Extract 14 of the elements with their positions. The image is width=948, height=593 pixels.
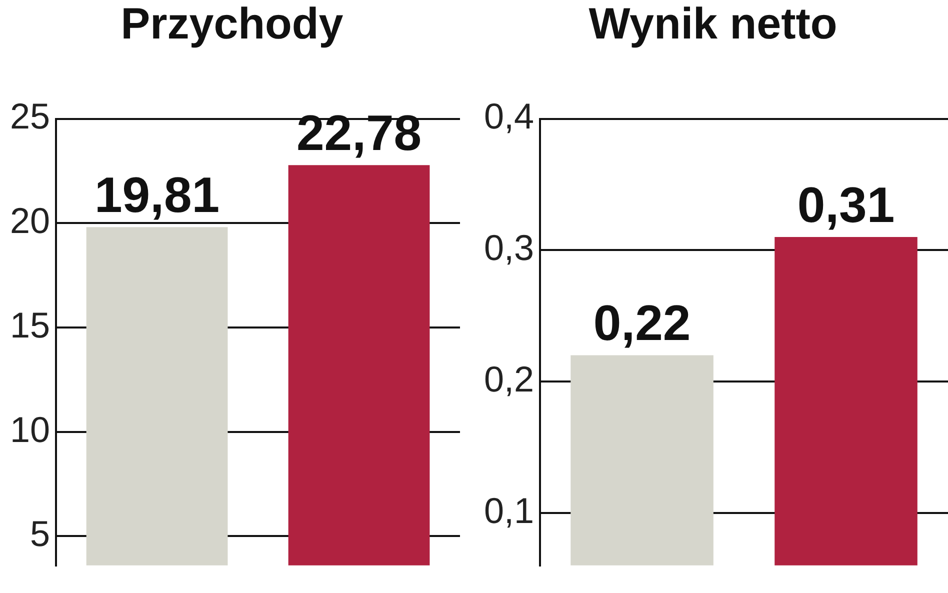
- y-tick-label: 0,3: [484, 227, 534, 268]
- chart-title: Przychody: [120, 0, 344, 49]
- y-tick-label: 15: [10, 304, 50, 346]
- data-label: 0,22: [593, 295, 691, 352]
- y-tick-label: 0,2: [484, 358, 534, 400]
- y-tick-label: 0,4: [484, 96, 534, 137]
- data-label: 19,81: [94, 166, 220, 223]
- data-label: 0,31: [797, 176, 895, 233]
- y-tick-label: 25: [10, 96, 50, 137]
- y-tick-label: 20: [10, 200, 50, 242]
- y-tick-label: 5: [30, 513, 50, 554]
- y-tick-label: 0,1: [484, 490, 534, 531]
- y-tick-label: 10: [10, 408, 50, 450]
- chart-title: Wynik netto: [588, 0, 838, 49]
